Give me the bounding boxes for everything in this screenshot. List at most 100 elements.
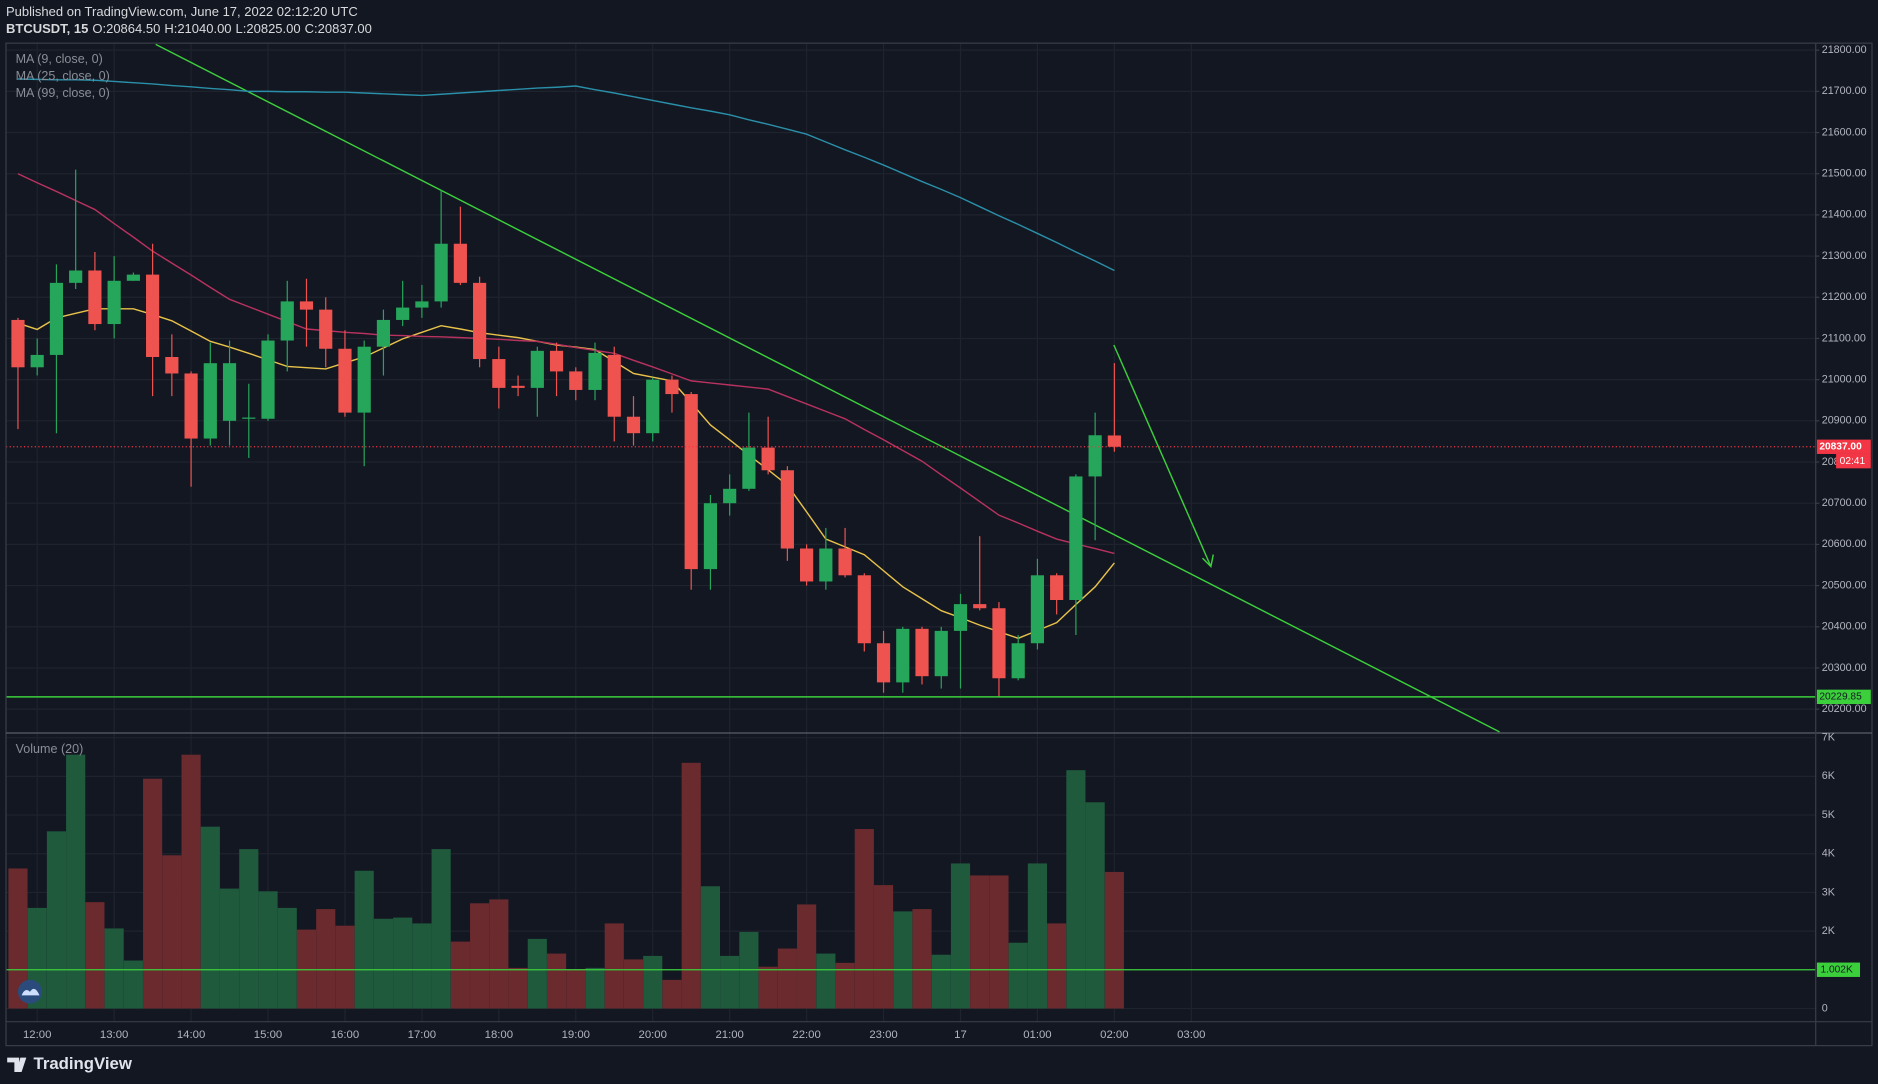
volume-tick-label: 0 bbox=[1822, 1002, 1828, 1014]
volume-bar bbox=[239, 849, 259, 1009]
frame bbox=[5, 42, 1873, 1047]
volume-bar bbox=[431, 849, 451, 1009]
candle-body bbox=[838, 548, 852, 576]
volume-bar bbox=[662, 979, 682, 1009]
volume-bar bbox=[1066, 770, 1086, 1009]
volume-bar bbox=[566, 969, 586, 1009]
x-tick-label: 12:00 bbox=[23, 1029, 51, 1041]
candle-body bbox=[357, 346, 371, 413]
candle-body bbox=[1069, 476, 1083, 601]
y-tick-label: 20400.00 bbox=[1822, 621, 1867, 633]
candle-body bbox=[492, 359, 506, 388]
volume-bar bbox=[527, 938, 547, 1009]
candle-body bbox=[780, 470, 794, 549]
labels: 20200.00 20300.00 20400.00 20500.00 20600.00… bbox=[16, 44, 1871, 1041]
arrow-line bbox=[1113, 344, 1212, 567]
candle-body bbox=[280, 301, 294, 341]
last-price-box bbox=[1816, 439, 1871, 454]
candle-body bbox=[876, 643, 891, 683]
volume-bar bbox=[46, 831, 67, 1009]
candle-body bbox=[11, 319, 25, 368]
volume-tick-label: 5K bbox=[1822, 809, 1836, 821]
volume-bar bbox=[873, 885, 894, 1009]
candle-body bbox=[126, 274, 140, 281]
volume-legend: Volume (20) bbox=[16, 742, 84, 756]
volume-bar bbox=[970, 875, 990, 1009]
volume-bar bbox=[604, 923, 624, 1009]
candle-body bbox=[30, 354, 44, 368]
ma-line bbox=[17, 78, 1115, 272]
volume-bar bbox=[123, 960, 143, 1009]
y-tick-label: 21200.00 bbox=[1822, 291, 1867, 303]
x-tick-label: 02:00 bbox=[1100, 1029, 1128, 1041]
candle-body bbox=[761, 447, 775, 471]
y-tick-label: 20900.00 bbox=[1822, 415, 1867, 427]
volume-bar bbox=[162, 855, 182, 1009]
y-tick-label: 21100.00 bbox=[1822, 332, 1866, 344]
legend-entry: MA (9, close, 0) bbox=[16, 52, 103, 66]
candle-body bbox=[184, 373, 198, 439]
last-price-label: 20837.00 bbox=[1819, 441, 1862, 452]
candle-body bbox=[319, 309, 333, 349]
ohlc-value: C:20837.00 bbox=[304, 21, 372, 36]
volume-bar bbox=[989, 875, 1009, 1009]
candle-body bbox=[800, 548, 814, 582]
y-tick-label: 21000.00 bbox=[1822, 373, 1867, 385]
candle-body bbox=[376, 319, 391, 347]
volume-bar bbox=[835, 962, 855, 1009]
published: Published on TradingView.com, June 17, 2… bbox=[6, 4, 358, 19]
volume-bar bbox=[508, 967, 528, 1009]
candle-body bbox=[165, 356, 179, 374]
countdown-label: 02:41 bbox=[1840, 456, 1866, 467]
x-tick-label: 17:00 bbox=[408, 1029, 436, 1041]
footer-brand: TradingView bbox=[34, 1054, 133, 1073]
x-tick-label: 01:00 bbox=[1023, 1029, 1051, 1041]
volume-bar bbox=[816, 953, 836, 1009]
candle-body bbox=[549, 350, 564, 372]
volume-bar bbox=[450, 941, 470, 1009]
countdown-box bbox=[1836, 453, 1871, 469]
volume-bar bbox=[8, 868, 28, 1009]
x-tick-label: 19:00 bbox=[562, 1029, 590, 1041]
ohlc: O:20864.50 H:21040.00 L:20825.00 C:20837.00 bbox=[92, 21, 376, 36]
footer-logo bbox=[7, 1057, 27, 1072]
y-tick-label: 20300.00 bbox=[1822, 662, 1867, 674]
candle-body bbox=[646, 379, 660, 434]
header: Published on TradingView.com, June 17, 2… bbox=[6, 3, 380, 37]
volume-bar bbox=[1104, 871, 1124, 1009]
volume-bar bbox=[931, 954, 951, 1009]
candle-body bbox=[146, 274, 160, 357]
volume-bar bbox=[777, 948, 797, 1009]
volume-bar bbox=[1027, 863, 1048, 1009]
logo-badge-icon bbox=[21, 988, 40, 996]
volume-bar bbox=[758, 966, 778, 1009]
candle-body bbox=[569, 371, 583, 390]
candle-body bbox=[434, 243, 448, 302]
x-tick-label: 23:00 bbox=[869, 1029, 897, 1041]
candle-body bbox=[1050, 575, 1064, 601]
volume-bar bbox=[700, 886, 721, 1009]
y-tick-label: 21600.00 bbox=[1822, 126, 1867, 138]
candle-body bbox=[742, 447, 756, 489]
x-tick-label: 15:00 bbox=[254, 1029, 282, 1041]
volume-bar bbox=[316, 909, 336, 1009]
volume-bar bbox=[373, 918, 394, 1009]
candle-body bbox=[299, 301, 314, 310]
x-tick-label: 03:00 bbox=[1177, 1029, 1205, 1041]
legend-entry: MA (99, close, 0) bbox=[16, 86, 110, 100]
candle-body bbox=[934, 630, 948, 677]
ohlc-value: O:20864.50 bbox=[92, 21, 161, 36]
volume-bar bbox=[1008, 942, 1028, 1009]
volume-bar bbox=[643, 955, 663, 1009]
candle-body bbox=[1088, 435, 1102, 477]
volume-bar bbox=[489, 899, 509, 1009]
volume-bar bbox=[104, 928, 124, 1009]
candle-body bbox=[973, 604, 987, 609]
ma-line bbox=[17, 173, 1115, 555]
y-tick-label: 21700.00 bbox=[1822, 85, 1867, 97]
volume-bar bbox=[720, 955, 740, 1009]
x-tick-label: 17 bbox=[954, 1029, 967, 1041]
y-tick-label: 21300.00 bbox=[1822, 250, 1867, 262]
price-pane bbox=[5, 43, 1816, 733]
